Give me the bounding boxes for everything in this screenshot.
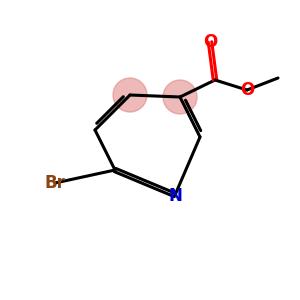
Circle shape <box>163 80 197 114</box>
Text: Br: Br <box>45 174 65 192</box>
Text: O: O <box>240 81 254 99</box>
Text: O: O <box>203 33 217 51</box>
Circle shape <box>113 78 147 112</box>
Text: N: N <box>168 187 182 205</box>
